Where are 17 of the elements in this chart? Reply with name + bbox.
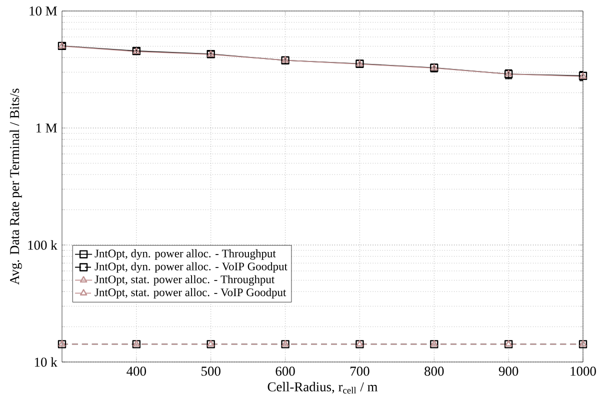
- x-tick-label: 1000: [570, 366, 596, 376]
- x-axis-title: Cell-Radius, r$_{cell}$ / m: [268, 382, 378, 394]
- x-tick-label: 400: [126, 366, 146, 376]
- legend-label: JntOpt, dyn. power alloc. - Throughput: [94, 249, 276, 260]
- x-tick-label: 900: [498, 366, 518, 376]
- y-axis-title: Avg. Data Rate per Terminal / Bits/s: [10, 88, 22, 285]
- legend-label: JntOpt, stat. power alloc. - Throughput: [94, 275, 275, 286]
- legend-label: JntOpt, stat. power alloc. - VoIP Goodput: [94, 288, 286, 299]
- y-tick-label: 10 M: [30, 6, 57, 16]
- x-tick-label: 500: [202, 366, 220, 376]
- x-tick-label: 600: [276, 366, 295, 376]
- y-tick-label: 1 M: [36, 124, 57, 132]
- legend-label: JntOpt, dyn. power alloc. - VoIP Goodput: [94, 262, 288, 273]
- y-tick-label: 10 k: [34, 357, 58, 367]
- y-tick-label: 100 k: [28, 240, 58, 250]
- x-tick-label: 800: [424, 366, 444, 376]
- x-tick-label: 700: [350, 366, 370, 376]
